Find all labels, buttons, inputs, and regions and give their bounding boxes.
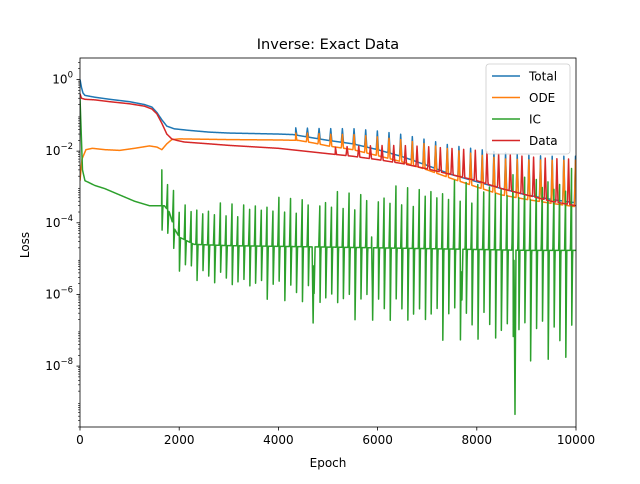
legend-box: [485, 63, 571, 155]
x-tick-label: 6000: [362, 433, 393, 447]
axes-frame: [79, 57, 577, 428]
series-lines: [80, 79, 576, 416]
series-line-data: [80, 93, 576, 207]
chart-title: Inverse: Exact Data: [257, 37, 399, 53]
legend-label-ic: IC: [529, 113, 541, 127]
x-tick-label: 0: [76, 433, 84, 447]
plot-area: [80, 79, 576, 416]
legend-label-data: Data: [529, 134, 558, 148]
legend-label-ode: ODE: [529, 91, 555, 105]
legend-label-total: Total: [528, 70, 557, 84]
y-axis-label: Loss: [18, 232, 32, 258]
x-tick-label: 2000: [164, 433, 195, 447]
x-axis-label: Epoch: [310, 456, 347, 470]
x-tick-label: 4000: [263, 433, 294, 447]
x-tick-label: 10000: [557, 433, 595, 447]
axes: 0 2000 4000 6000 8000 1000010010−210−410−610−…: [45, 57, 595, 447]
series-line-ic: [80, 98, 576, 416]
series-line-ode: [80, 132, 576, 208]
legend: Total ODE IC Data: [485, 63, 571, 155]
x-tick-label: 8000: [462, 433, 493, 447]
